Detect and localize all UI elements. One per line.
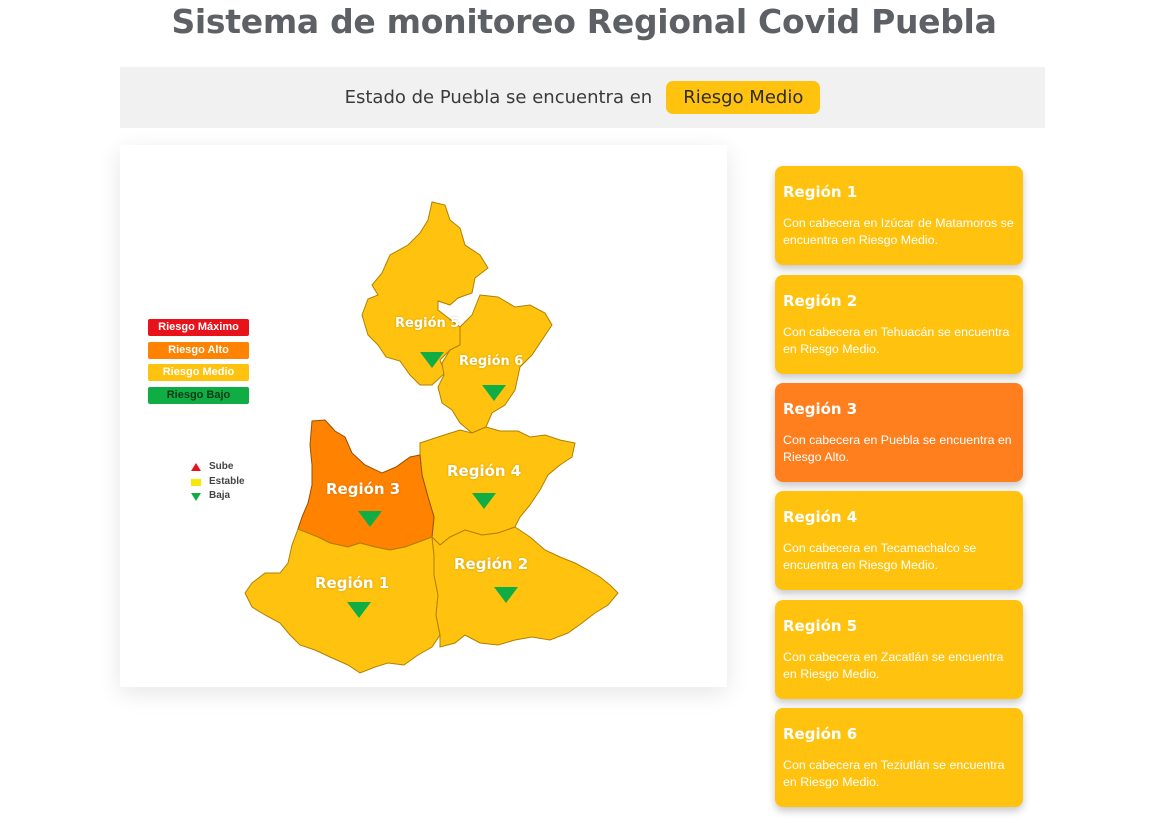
map-region-4 — [419, 426, 576, 546]
region-card-body: Con cabecera en Teziutlán se encuentra e… — [783, 758, 1005, 789]
legend-trend-estable-label: Estable — [209, 476, 245, 487]
map-label-region-2: Región 2 — [454, 555, 529, 573]
state-status-text: Estado de Puebla se encuentra en — [344, 87, 653, 108]
map-label-region-5: Región 5 — [395, 316, 460, 331]
legend-trend-estable: Estable — [190, 475, 245, 488]
region-5-trend-icon — [420, 352, 444, 368]
legend-trend-baja: Baja — [190, 489, 230, 502]
legend-riesgo-alto: Riesgo Alto — [148, 342, 249, 359]
map-label-region-6: Región 6 — [459, 354, 524, 369]
state-risk-badge: Riesgo Medio — [666, 81, 821, 114]
legend-riesgo-medio: Riesgo Medio — [148, 364, 249, 381]
region-6-trend-icon — [482, 385, 506, 401]
triangle-up-icon — [191, 463, 201, 471]
region-card-1[interactable]: Región 1 Con cabecera en Izúcar de Matam… — [775, 166, 1023, 265]
map-region-1 — [244, 528, 441, 674]
region-3-trend-icon — [358, 511, 382, 527]
region-4-trend-icon — [472, 493, 496, 509]
legend-trend-baja-label: Baja — [209, 490, 231, 501]
region-card-title: Región 6 — [783, 725, 858, 743]
region-card-body: Con cabecera en Puebla se encuentra en R… — [783, 433, 1012, 464]
region-card-4[interactable]: Región 4 Con cabecera en Tecamachalco se… — [775, 491, 1023, 590]
region-card-body: Con cabecera en Tehuacán se encuentra en… — [783, 325, 1010, 356]
region-card-title: Región 1 — [783, 183, 858, 201]
region-2-trend-icon — [494, 587, 518, 603]
legend-riesgo-bajo: Riesgo Bajo — [148, 387, 249, 404]
map-label-region-1: Región 1 — [315, 574, 390, 592]
region-card-5[interactable]: Región 5 Con cabecera en Zacatlán se enc… — [775, 600, 1023, 699]
map-label-region-3: Región 3 — [326, 480, 401, 498]
region-card-2[interactable]: Región 2 Con cabecera en Tehuacán se enc… — [775, 275, 1023, 374]
legend-trend-sube-label: Sube — [209, 461, 234, 472]
region-card-3[interactable]: Región 3 Con cabecera en Puebla se encue… — [775, 383, 1023, 482]
legend-riesgo-maximo: Riesgo Máximo — [148, 319, 249, 336]
region-card-body: Con cabecera en Zacatlán se encuentra en… — [783, 650, 1004, 681]
map-label-region-4: Región 4 — [447, 462, 522, 480]
map-region-2 — [431, 526, 619, 648]
region-card-title: Región 2 — [783, 292, 858, 310]
legend-trend-sube: Sube — [190, 460, 233, 473]
page-title: Sistema de monitoreo Regional Covid Pueb… — [171, 2, 997, 41]
region-card-title: Región 5 — [783, 617, 858, 635]
regional-risk-map: Región 5 Región 6 Región 4 Región 3 Regi… — [120, 145, 727, 687]
region-card-body: Con cabecera en Izúcar de Matamoros se e… — [783, 216, 1014, 247]
region-1-trend-icon — [347, 602, 371, 618]
square-icon — [191, 479, 201, 486]
state-status-bar: Estado de Puebla se encuentra en Riesgo … — [120, 67, 1045, 128]
region-card-body: Con cabecera en Tecamachalco se encuentr… — [783, 541, 977, 572]
region-card-title: Región 3 — [783, 400, 858, 418]
region-card-title: Región 4 — [783, 508, 858, 526]
puebla-map-svg — [191, 201, 619, 674]
region-card-6[interactable]: Región 6 Con cabecera en Teziutlán se en… — [775, 708, 1023, 807]
triangle-down-icon — [191, 493, 201, 501]
